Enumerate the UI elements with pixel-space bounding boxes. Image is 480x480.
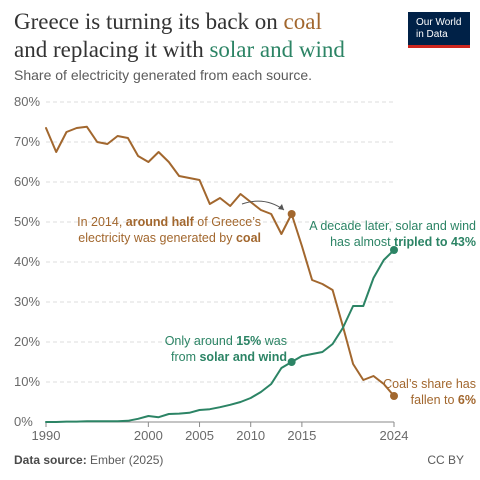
point-coal-2014[interactable]: [287, 210, 296, 218]
annotation-coal-2024-line2: fallen to 6%: [411, 393, 476, 407]
y-tick-label: 10%: [14, 374, 40, 389]
chart-grid: [46, 101, 394, 423]
annotation-arrowhead: [278, 204, 284, 210]
chart-title: Greece is turning its back on coal and r…: [14, 8, 394, 64]
series-line-solar-and-wind[interactable]: [45, 249, 395, 423]
y-tick-label: 0%: [14, 414, 33, 429]
owid-logo[interactable]: Our World in Data: [408, 12, 470, 48]
point-coal-2024[interactable]: [390, 392, 398, 400]
annotation-arrow: [241, 200, 285, 211]
x-tick-label: 1990: [32, 428, 61, 443]
title-prefix-2: and replacing it with: [14, 37, 210, 62]
annotation-coal-2014-line1: In 2014, around half of Greece’s: [77, 215, 261, 229]
y-tick-label: 80%: [14, 94, 40, 109]
data-source-value[interactable]: Ember (2025): [90, 453, 164, 467]
chart-subtitle: Share of electricity generated from each…: [14, 67, 313, 83]
point-solar-and-wind-2014[interactable]: [287, 358, 296, 366]
x-tick-label: 2015: [287, 428, 316, 443]
annotation-coal-2014-line2: electricity was generated by coal: [78, 231, 261, 245]
data-source: Data source: Ember (2025): [14, 453, 163, 467]
annotation-solar-2014-line2: from solar and wind: [171, 350, 287, 364]
axis-ticks: 0% 10% 20% 30% 40% 50% 60% 70% 80% 1990 2000 2005 20…: [14, 94, 408, 443]
annotation-solar-2014-line1: Only around 15% was: [165, 334, 287, 348]
x-tick-label: 2005: [185, 428, 214, 443]
title-solar-wind: solar and wind: [209, 37, 345, 62]
x-tick-label: 2010: [236, 428, 265, 443]
y-tick-label: 20%: [14, 334, 40, 349]
series-line-coal[interactable]: [45, 125, 395, 397]
chart-points: [287, 210, 398, 400]
x-tick-label: 2000: [134, 428, 163, 443]
chart-lines: [45, 125, 395, 423]
y-tick-label: 30%: [14, 294, 40, 309]
y-tick-label: 70%: [14, 134, 40, 149]
annotation-solar-2024-line2: has almost tripled to 43%: [330, 235, 476, 249]
title-prefix-1: Greece is turning its back on: [14, 9, 284, 34]
x-tick-label: 2024: [380, 428, 409, 443]
y-tick-label: 40%: [14, 254, 40, 269]
y-tick-label: 60%: [14, 174, 40, 189]
license[interactable]: CC BY: [427, 453, 464, 467]
logo-line-1: Our World: [416, 17, 462, 28]
logo-line-2: in Data: [416, 29, 448, 40]
annotation-coal-2024-line1: Coal’s share has: [383, 377, 476, 391]
title-coal: coal: [283, 9, 322, 34]
data-source-label: Data source:: [14, 453, 87, 467]
annotation-solar-2024-line1: A decade later, solar and wind: [309, 219, 476, 233]
point-solar-and-wind-2024[interactable]: [390, 246, 398, 254]
y-tick-label: 50%: [14, 214, 40, 229]
